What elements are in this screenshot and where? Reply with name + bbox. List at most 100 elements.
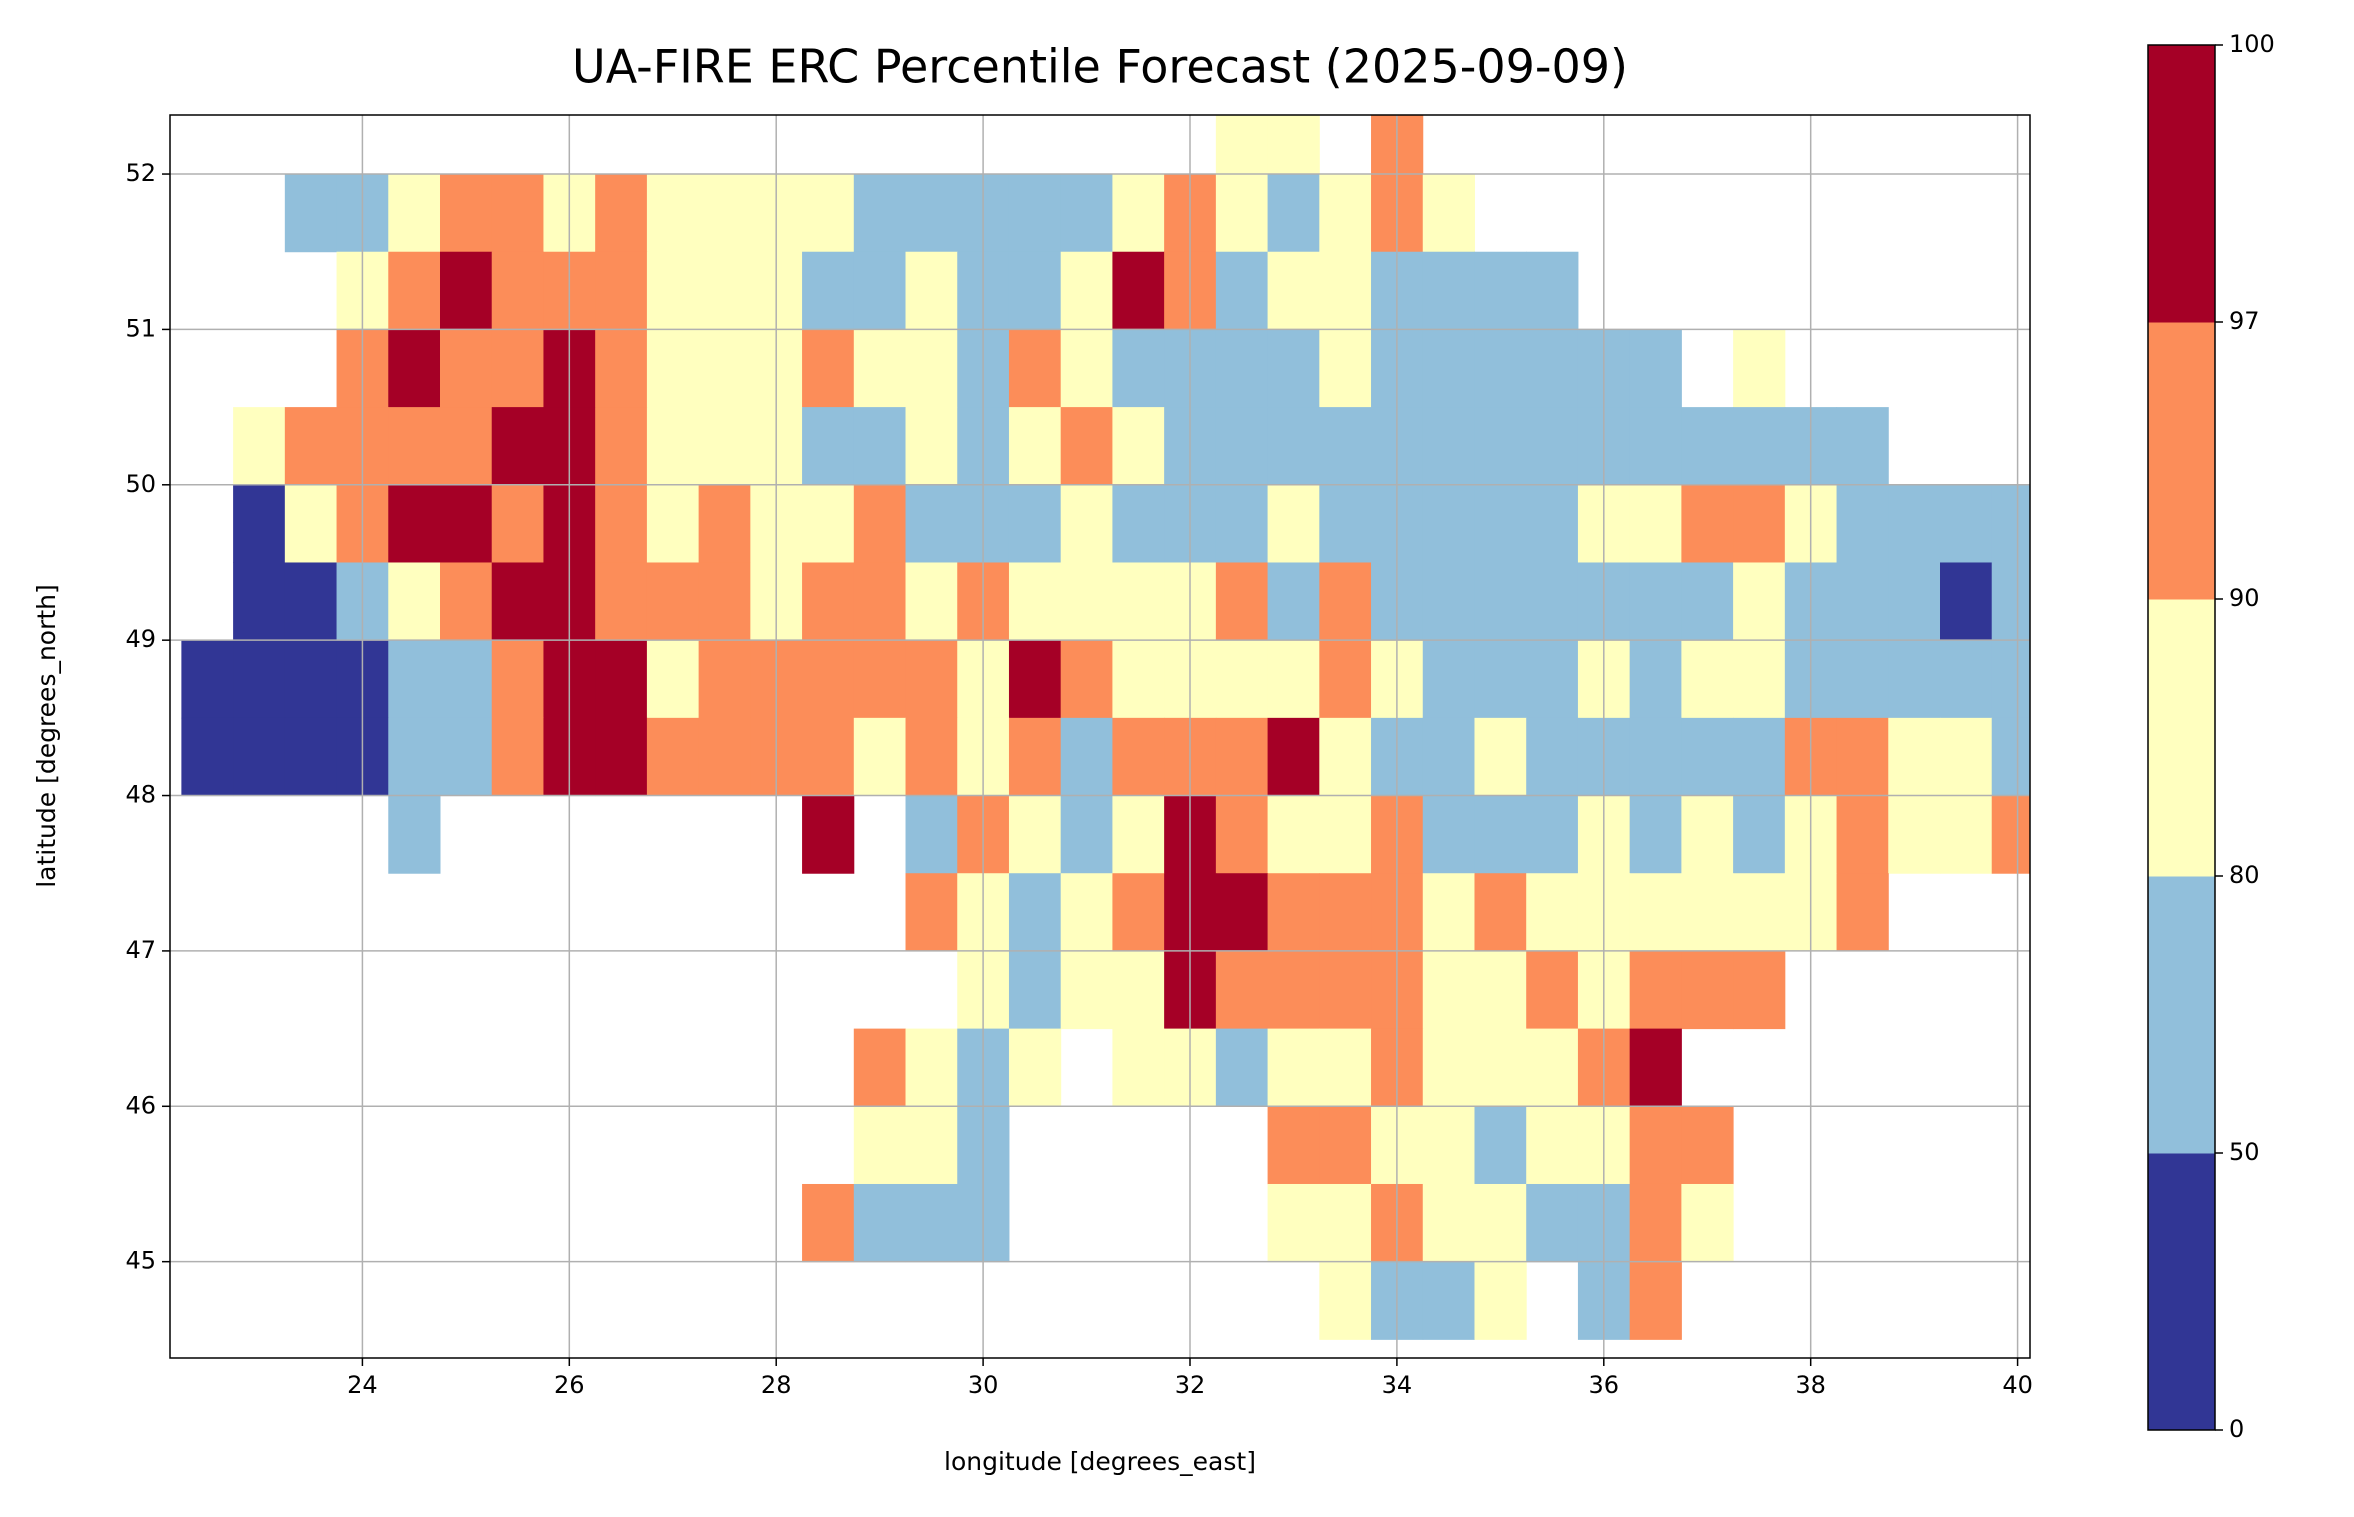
cell bbox=[905, 1183, 958, 1263]
cell bbox=[388, 640, 441, 719]
x-axis-label: longitude [degrees_east] bbox=[944, 1447, 1256, 1476]
cell bbox=[1733, 562, 1786, 641]
cell bbox=[1112, 950, 1165, 1030]
cell bbox=[1060, 795, 1113, 874]
cell bbox=[1681, 795, 1734, 874]
cell bbox=[1267, 329, 1320, 408]
cell bbox=[1474, 407, 1527, 486]
cell bbox=[1733, 407, 1786, 486]
cell bbox=[1422, 329, 1475, 408]
grid bbox=[170, 115, 2030, 1358]
cell bbox=[440, 640, 493, 719]
cell bbox=[1888, 640, 1941, 719]
cell bbox=[1526, 795, 1579, 874]
cell bbox=[1008, 717, 1062, 797]
cell bbox=[1215, 174, 1269, 253]
cell bbox=[595, 484, 648, 563]
cell bbox=[1422, 1183, 1475, 1263]
cell bbox=[284, 484, 338, 563]
colorbar-segment bbox=[2148, 876, 2215, 1154]
cell bbox=[1319, 795, 1372, 874]
cell bbox=[905, 562, 958, 641]
cell bbox=[1991, 795, 2030, 874]
cell bbox=[595, 562, 648, 641]
cell bbox=[1319, 873, 1372, 952]
cell bbox=[1629, 717, 1682, 797]
cell bbox=[1629, 873, 1682, 952]
cell bbox=[1629, 407, 1682, 486]
cell bbox=[802, 795, 855, 874]
cell bbox=[1112, 873, 1165, 952]
cell bbox=[284, 407, 338, 486]
cell bbox=[440, 562, 493, 641]
cell bbox=[1215, 251, 1269, 330]
y-tick-label: 45 bbox=[125, 1247, 156, 1275]
cell bbox=[646, 251, 700, 330]
cell bbox=[1112, 484, 1165, 563]
cell bbox=[1526, 1183, 1579, 1263]
y-tick-label: 46 bbox=[125, 1091, 156, 1119]
cell bbox=[1940, 795, 1993, 874]
cell bbox=[491, 329, 544, 408]
cell bbox=[802, 562, 855, 641]
cell bbox=[1112, 1028, 1165, 1107]
cell bbox=[1267, 640, 1320, 719]
cell bbox=[646, 407, 700, 486]
cell bbox=[853, 1183, 907, 1263]
cell bbox=[1474, 484, 1527, 563]
cell bbox=[1474, 950, 1527, 1030]
cell bbox=[1733, 873, 1786, 952]
cell bbox=[1888, 795, 1941, 874]
colorbar-frame bbox=[2147, 44, 2216, 1431]
cell bbox=[440, 407, 493, 486]
cell bbox=[853, 640, 907, 719]
cell bbox=[646, 717, 700, 797]
cell bbox=[1215, 1028, 1269, 1107]
cell bbox=[1319, 407, 1372, 486]
cell bbox=[1008, 251, 1062, 330]
cell bbox=[905, 1106, 958, 1185]
cell bbox=[802, 174, 855, 253]
cell bbox=[853, 1028, 907, 1107]
cell bbox=[698, 484, 751, 563]
cell bbox=[1526, 251, 1579, 330]
cell bbox=[1733, 329, 1786, 408]
cell bbox=[1526, 484, 1579, 563]
cell bbox=[1267, 717, 1320, 797]
cell bbox=[1319, 174, 1372, 253]
cell bbox=[1267, 795, 1320, 874]
plot-frame bbox=[169, 114, 2031, 1359]
y-axis-label: latitude [degrees_north] bbox=[32, 584, 61, 888]
cell bbox=[233, 717, 286, 797]
cell bbox=[1474, 795, 1527, 874]
cell bbox=[1319, 950, 1372, 1030]
cell bbox=[284, 717, 338, 797]
cell bbox=[1319, 329, 1372, 408]
cell bbox=[1474, 1261, 1527, 1340]
cell bbox=[1422, 795, 1475, 874]
cell bbox=[1060, 484, 1113, 563]
colorbar-segment bbox=[2148, 599, 2215, 877]
cell bbox=[698, 562, 751, 641]
colorbar-segment bbox=[2148, 322, 2215, 600]
cell bbox=[698, 717, 751, 797]
cell bbox=[491, 717, 544, 797]
cell bbox=[646, 174, 700, 253]
cell bbox=[1060, 251, 1113, 330]
cell bbox=[1681, 873, 1734, 952]
y-tick-label: 49 bbox=[125, 625, 156, 653]
x-tick-label: 34 bbox=[1382, 1371, 1413, 1399]
colorbar-segment bbox=[2148, 45, 2215, 323]
cell bbox=[1422, 407, 1475, 486]
colorbar-segment bbox=[2148, 1153, 2215, 1431]
cell bbox=[1267, 1106, 1320, 1185]
cell bbox=[181, 717, 234, 797]
cell bbox=[1112, 562, 1165, 641]
cell bbox=[284, 640, 338, 719]
cell bbox=[905, 174, 958, 253]
cell bbox=[388, 717, 441, 797]
cell bbox=[1215, 950, 1269, 1030]
cell bbox=[1422, 484, 1475, 563]
cell bbox=[1267, 407, 1320, 486]
